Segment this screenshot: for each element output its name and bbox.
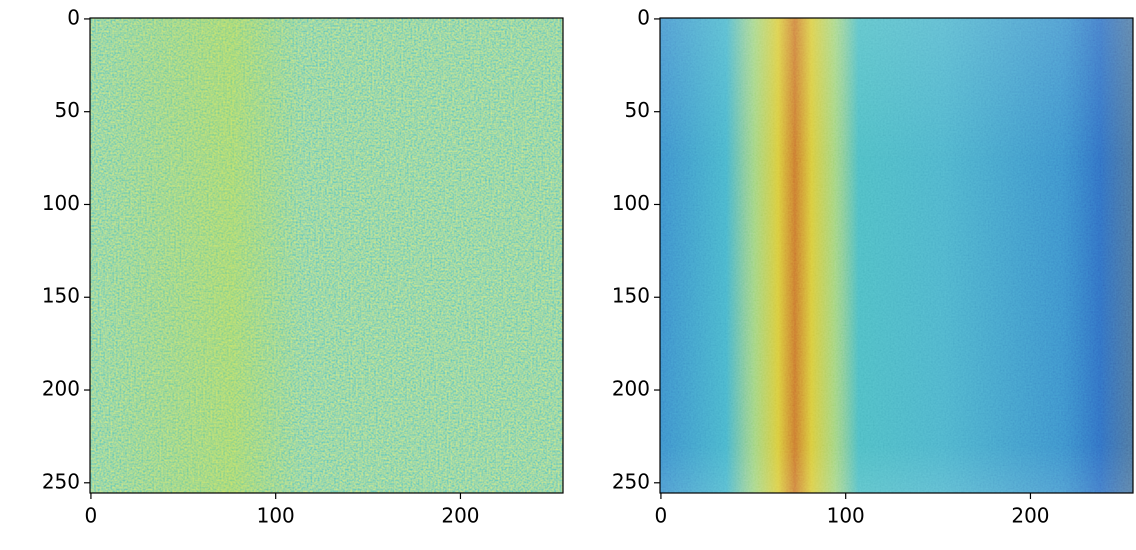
y-tick-label: 100 [612, 191, 650, 215]
image-shade [90, 18, 563, 493]
y-tick-label: 250 [612, 469, 650, 493]
y-tick-label: 150 [42, 284, 80, 308]
axes-frame [659, 17, 1134, 494]
x-tick-label: 100 [827, 504, 865, 528]
axes-frame [89, 17, 564, 494]
y-tick-label: 250 [42, 469, 80, 493]
y-tick-label: 150 [612, 284, 650, 308]
y-tick-label: 0 [67, 5, 80, 29]
y-tick-label: 200 [42, 377, 80, 401]
y-tick-label: 50 [625, 98, 650, 122]
y-tick-label: 100 [42, 191, 80, 215]
y-tick-label: 50 [55, 98, 80, 122]
y-tick-label: 200 [612, 377, 650, 401]
x-tick-label: 0 [85, 504, 98, 528]
x-tick-label: 0 [655, 504, 668, 528]
x-tick-label: 200 [1011, 504, 1049, 528]
image-shade [660, 18, 1133, 493]
y-tick-label: 0 [637, 5, 650, 29]
x-tick-label: 100 [257, 504, 295, 528]
x-tick-label: 200 [441, 504, 479, 528]
